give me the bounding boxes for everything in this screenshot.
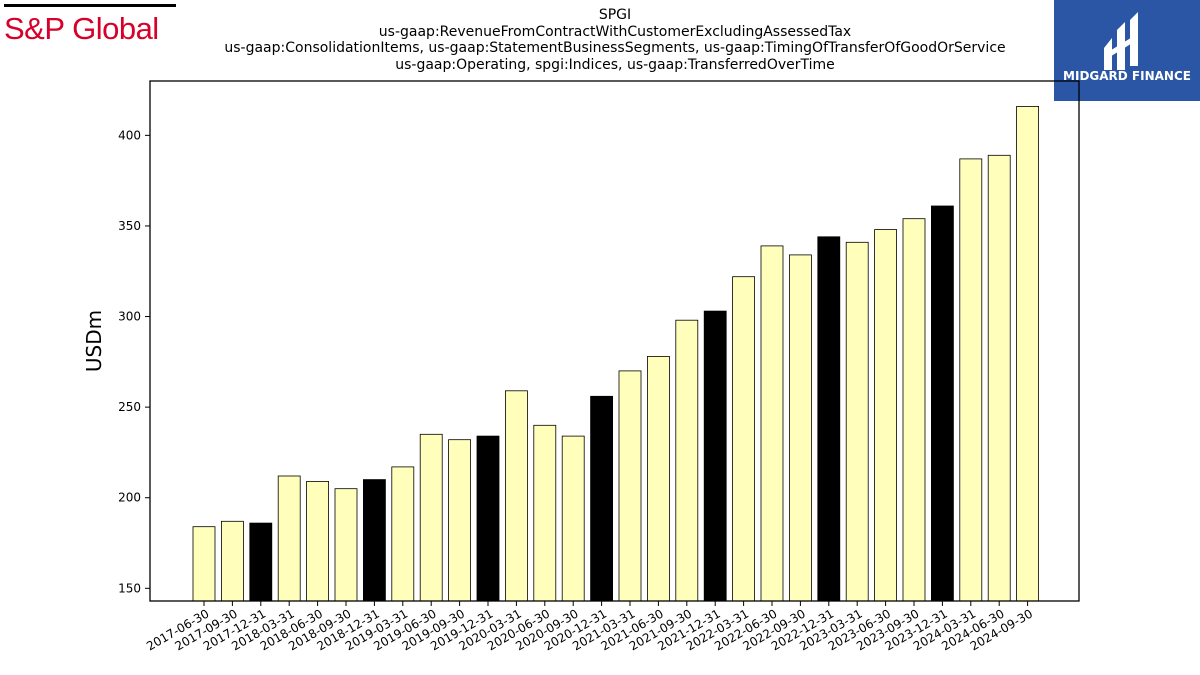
bar [959,158,983,602]
bar [220,520,244,602]
chart-title-line: us-gaap:ConsolidationItems, us-gaap:Stat… [224,40,1006,56]
y-tick-label: 400 [118,128,141,142]
bar [845,241,869,602]
bar [675,319,699,602]
chart-title-line: SPGI [598,7,632,23]
bar [419,433,443,602]
x-axis: 2017-06-302017-09-302017-12-312018-03-31… [144,601,1035,653]
y-tick-label: 150 [118,581,141,595]
bar [760,245,784,602]
bar [334,488,358,602]
sp-global-logo: S&P Global [4,4,178,46]
bar [874,229,897,602]
sp-global-logo-text: S&P Global [4,11,159,46]
bar [192,526,216,602]
y-tick-label: 250 [118,400,141,414]
bar [448,439,472,602]
chart-title-line: us-gaap:Operating, spgi:Indices, us-gaap… [395,56,835,73]
bar [931,205,954,602]
bar [590,395,613,602]
bar [533,424,557,602]
chart-title-line: us-gaap:RevenueFromContractWithCustomerE… [378,23,852,40]
y-axis-label: USDm [82,310,106,372]
logo-top-rule [4,4,176,7]
bar [618,370,642,602]
y-tick-label: 200 [118,491,141,505]
y-tick-label: 350 [118,219,141,233]
bar [902,218,926,602]
midgard-finance-logo: MIDGARD FINANCE [1054,0,1200,101]
chart-title: SPGI us-gaap:RevenueFromContractWithCust… [150,7,1080,73]
bar [504,390,528,602]
bar [277,475,301,602]
bar [703,310,727,602]
bar [789,254,812,602]
bar [249,522,273,602]
bar [647,355,670,602]
bar [817,236,841,602]
y-axis: 150 200 250 300 350 400 [118,128,150,595]
bar [561,435,585,602]
bar [306,480,330,602]
midgard-emblem-icon [1104,12,1138,70]
plot-frame [149,80,1080,602]
bar [362,479,386,602]
midgard-finance-logo-text: MIDGARD FINANCE [1063,69,1191,83]
bar [732,276,755,602]
bars-group [192,106,1039,602]
bar [476,435,500,602]
bar [987,154,1011,602]
bar [1016,106,1039,602]
bar [391,466,415,602]
y-tick-label: 300 [118,310,141,324]
